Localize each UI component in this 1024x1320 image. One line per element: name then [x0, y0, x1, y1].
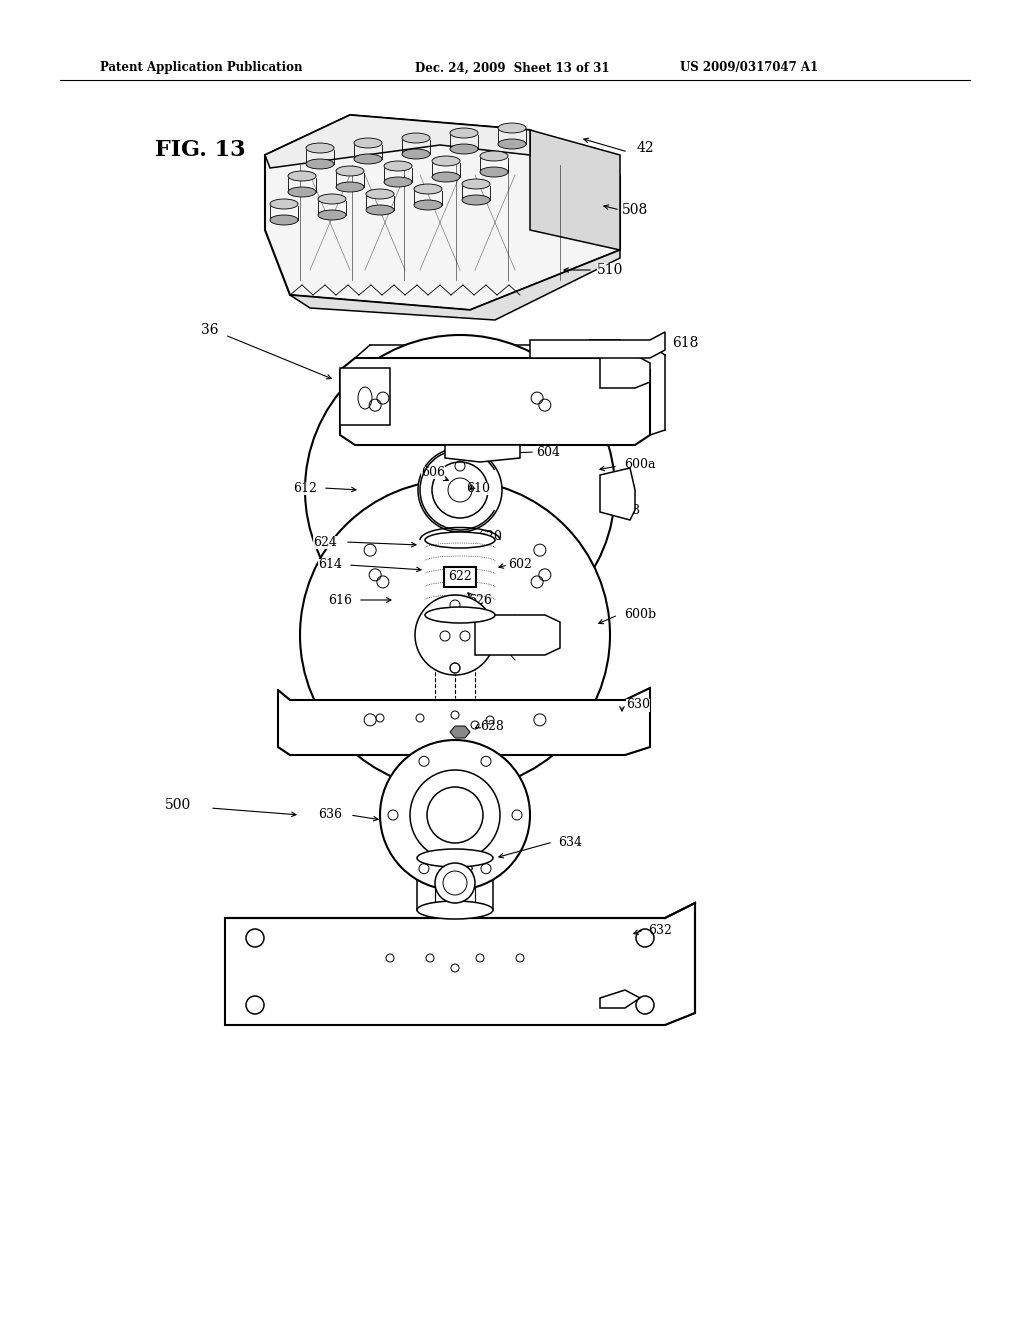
Polygon shape: [600, 469, 635, 520]
Ellipse shape: [288, 172, 316, 181]
Polygon shape: [340, 358, 650, 445]
Polygon shape: [225, 903, 695, 1026]
Ellipse shape: [384, 177, 412, 187]
Text: 602: 602: [508, 558, 531, 572]
Ellipse shape: [306, 143, 334, 153]
Ellipse shape: [336, 166, 364, 176]
Ellipse shape: [354, 139, 382, 148]
Ellipse shape: [498, 139, 526, 149]
Ellipse shape: [270, 215, 298, 224]
Text: 508: 508: [622, 203, 648, 216]
Circle shape: [432, 462, 488, 517]
Text: 600a: 600a: [625, 458, 655, 471]
Text: 36: 36: [202, 323, 219, 337]
Polygon shape: [290, 249, 620, 319]
Ellipse shape: [450, 128, 478, 139]
Ellipse shape: [417, 902, 493, 919]
Polygon shape: [530, 129, 620, 249]
Text: 632: 632: [648, 924, 672, 936]
Ellipse shape: [425, 532, 495, 548]
Circle shape: [418, 447, 502, 532]
Text: 622: 622: [449, 570, 472, 583]
Ellipse shape: [414, 183, 442, 194]
Ellipse shape: [462, 180, 490, 189]
Circle shape: [435, 863, 475, 903]
Ellipse shape: [414, 201, 442, 210]
Text: 510: 510: [597, 263, 624, 277]
Text: 614: 614: [318, 558, 342, 572]
Polygon shape: [530, 333, 665, 358]
Circle shape: [388, 810, 398, 820]
Ellipse shape: [402, 149, 430, 158]
Circle shape: [305, 335, 615, 645]
Polygon shape: [278, 688, 650, 755]
Ellipse shape: [417, 849, 493, 867]
Text: 608: 608: [616, 503, 640, 516]
Text: 618: 618: [672, 337, 698, 350]
Text: Patent Application Publication: Patent Application Publication: [100, 62, 302, 74]
Polygon shape: [265, 115, 530, 168]
Ellipse shape: [366, 189, 394, 199]
Text: 636: 636: [318, 808, 342, 821]
Ellipse shape: [480, 168, 508, 177]
Text: US 2009/0317047 A1: US 2009/0317047 A1: [680, 62, 818, 74]
Text: 604: 604: [536, 446, 560, 458]
Ellipse shape: [498, 123, 526, 133]
Ellipse shape: [366, 205, 394, 215]
Text: 626: 626: [468, 594, 492, 606]
Text: 600b: 600b: [624, 609, 656, 622]
Ellipse shape: [480, 150, 508, 161]
Text: 620: 620: [478, 531, 502, 544]
Polygon shape: [450, 726, 470, 738]
Text: 638: 638: [450, 866, 474, 879]
Text: 610: 610: [466, 482, 490, 495]
Ellipse shape: [432, 156, 460, 166]
Text: 42: 42: [636, 141, 653, 154]
Ellipse shape: [318, 194, 346, 205]
Ellipse shape: [354, 154, 382, 164]
Circle shape: [380, 741, 530, 890]
Ellipse shape: [288, 187, 316, 197]
Circle shape: [419, 863, 429, 874]
Text: 628: 628: [480, 719, 504, 733]
Circle shape: [512, 810, 522, 820]
Circle shape: [427, 787, 483, 843]
Ellipse shape: [318, 210, 346, 220]
Ellipse shape: [402, 133, 430, 143]
Ellipse shape: [450, 144, 478, 154]
Ellipse shape: [270, 199, 298, 209]
Ellipse shape: [432, 172, 460, 182]
Polygon shape: [600, 355, 650, 388]
Text: 500: 500: [165, 799, 191, 812]
Text: 624: 624: [313, 536, 337, 549]
Ellipse shape: [384, 161, 412, 172]
Ellipse shape: [306, 158, 334, 169]
Circle shape: [419, 756, 429, 767]
Polygon shape: [475, 615, 560, 655]
Circle shape: [415, 595, 495, 675]
Polygon shape: [265, 115, 620, 310]
Polygon shape: [600, 990, 640, 1008]
Circle shape: [481, 863, 490, 874]
Text: 616: 616: [328, 594, 352, 606]
Polygon shape: [445, 445, 520, 462]
Text: Dec. 24, 2009  Sheet 13 of 31: Dec. 24, 2009 Sheet 13 of 31: [415, 62, 609, 74]
Circle shape: [481, 756, 490, 767]
Text: 612: 612: [293, 482, 317, 495]
Text: 606: 606: [421, 466, 445, 479]
Ellipse shape: [336, 182, 364, 191]
Ellipse shape: [462, 195, 490, 205]
Text: FIG. 13: FIG. 13: [155, 139, 246, 161]
Circle shape: [410, 770, 500, 861]
Text: 630: 630: [626, 698, 650, 711]
Text: 634: 634: [558, 836, 582, 849]
Polygon shape: [340, 368, 390, 425]
Ellipse shape: [425, 607, 495, 623]
Circle shape: [300, 480, 610, 789]
